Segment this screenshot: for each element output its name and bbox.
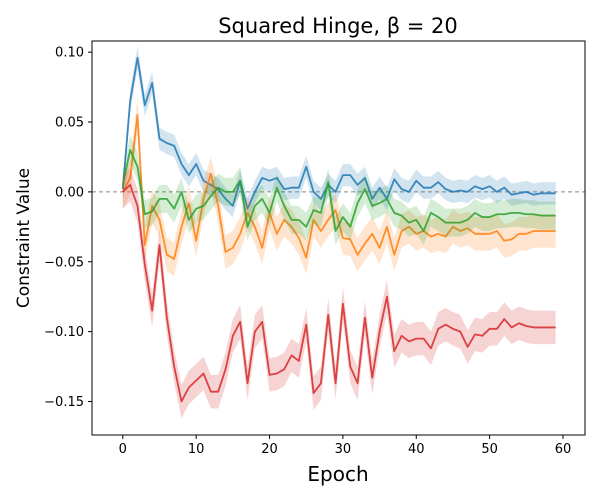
- plot-area: [92, 46, 585, 419]
- y-tick-label: −0.10: [44, 325, 84, 340]
- y-tick-label: 0.00: [55, 185, 84, 200]
- x-tick-label: 60: [555, 442, 572, 457]
- y-tick-label: −0.15: [44, 395, 84, 410]
- axes: 0 10 20 30 40 50 60 −0.15 −0.10 −0.05 0.00 0.05 0.10: [44, 46, 571, 457]
- chart-title: Squared Hinge, β = 20: [218, 14, 458, 38]
- x-axis-label: Epoch: [307, 462, 368, 486]
- x-tick-label: 50: [481, 442, 498, 457]
- series-green-band: [122, 136, 556, 245]
- x-tick-label: 30: [335, 442, 352, 457]
- series-orange-band: [122, 98, 556, 276]
- y-tick-label: −0.05: [44, 255, 84, 270]
- x-tick-label: 40: [408, 442, 425, 457]
- y-tick-label: 0.10: [55, 46, 84, 61]
- series-red-line: [122, 184, 556, 403]
- series-red-band: [122, 168, 556, 419]
- y-tick-label: 0.05: [55, 116, 84, 131]
- plot-frame: [91, 40, 586, 436]
- x-tick-label: 20: [261, 442, 278, 457]
- series-green-line: [121, 149, 556, 232]
- x-tick-label: 10: [188, 442, 205, 457]
- series-blue-line: [121, 56, 556, 210]
- y-axis-label: Constraint Value: [14, 168, 34, 308]
- x-tick-label: 0: [119, 442, 127, 457]
